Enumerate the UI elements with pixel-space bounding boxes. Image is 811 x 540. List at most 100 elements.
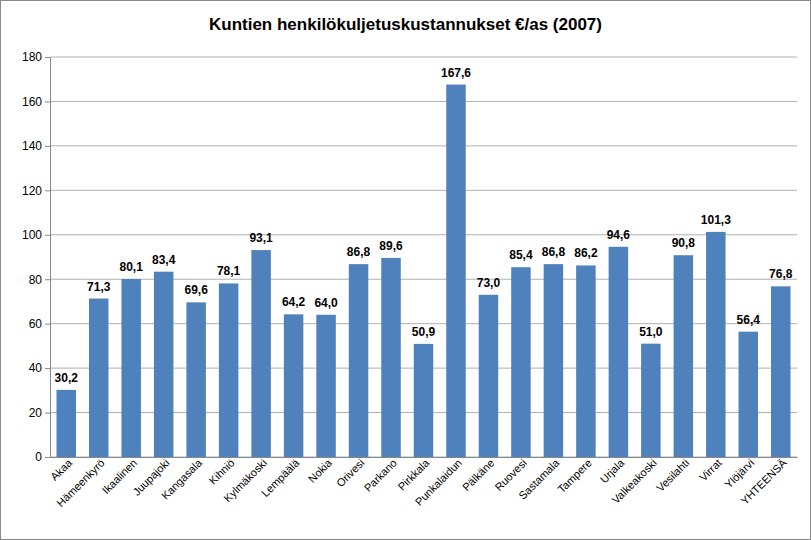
plot: 0 20 40 60 80 100 120 140 160 180 AkaaHämeenkyröIk…	[22, 50, 798, 509]
data-label: 93,1	[249, 231, 273, 245]
x-tick-label: Punkalaidun	[413, 457, 464, 508]
bar	[771, 286, 790, 457]
x-tick-label: Kangasala	[159, 456, 205, 502]
y-tick-label: 80	[29, 273, 43, 287]
x-tick: Kangasala	[159, 456, 205, 502]
y-tick: 120	[22, 184, 50, 198]
x-axis: AkaaHämeenkyröIkaalinenJuupajokiKangasal…	[48, 456, 797, 509]
y-tick-label: 160	[22, 95, 42, 109]
x-tick-label: Lempäälä	[259, 456, 302, 499]
x-tick-label: Sastamala	[516, 456, 562, 502]
data-label: 64,0	[314, 296, 338, 310]
y-tick-label: 140	[22, 139, 42, 153]
y-tick-mark	[45, 368, 50, 369]
bar	[219, 283, 238, 457]
y-tick: 140	[22, 139, 50, 153]
y-tick-label: 100	[22, 228, 42, 242]
bar	[349, 264, 368, 457]
data-label: 101,3	[701, 213, 731, 227]
data-label: 86,8	[347, 245, 371, 259]
bars	[56, 85, 790, 457]
grid-line	[50, 57, 797, 58]
x-tick: Tampere	[555, 457, 594, 496]
x-tick-label: YHTEENSÄ	[738, 456, 789, 507]
y-tick: 40	[29, 361, 50, 375]
bar	[511, 267, 530, 457]
y-tick: 80	[29, 273, 50, 287]
grid-line	[50, 101, 797, 102]
bar	[576, 265, 595, 457]
data-label: 69,6	[184, 283, 208, 297]
x-tick-label: Pälkäne	[460, 457, 497, 494]
bar	[544, 264, 563, 457]
x-tick: Virrat	[697, 457, 724, 484]
x-tick: YHTEENSÄ	[738, 456, 789, 507]
bar	[641, 344, 660, 457]
data-label: 80,1	[120, 260, 144, 274]
y-tick: 180	[22, 50, 50, 64]
x-tick: Kihniö	[207, 457, 237, 487]
bar	[89, 299, 108, 457]
chart-title: Kuntien henkilökuljetuskustannukset €/as…	[209, 15, 602, 34]
data-label: 56,4	[737, 313, 761, 327]
y-tick-label: 60	[29, 317, 43, 331]
grid-line	[50, 145, 797, 146]
x-tick-label: Virrat	[697, 457, 724, 484]
x-tick: Nokia	[306, 456, 335, 485]
y-tick-mark	[45, 57, 50, 58]
data-label: 76,8	[769, 267, 793, 281]
bar	[284, 314, 303, 457]
data-labels: 30,271,380,183,469,678,193,164,264,086,8…	[55, 66, 793, 385]
x-tick: Hämeenkyrö	[54, 457, 107, 510]
bar	[479, 295, 498, 457]
bar	[154, 272, 173, 457]
y-tick-label: 120	[22, 184, 42, 198]
chart-frame	[1, 1, 811, 540]
bar	[121, 279, 140, 457]
grid-line	[50, 234, 797, 235]
data-label: 78,1	[217, 264, 241, 278]
bar	[316, 315, 335, 457]
y-tick-mark	[45, 235, 50, 236]
y-tick-mark	[45, 146, 50, 147]
grid-line	[50, 190, 797, 191]
data-label: 51,0	[639, 325, 663, 339]
x-tick-label: Nokia	[306, 456, 335, 485]
data-label: 94,6	[607, 228, 631, 242]
data-label: 85,4	[509, 248, 533, 262]
bar	[251, 250, 270, 457]
x-tick: Punkalaidun	[413, 457, 464, 508]
y-tick: 100	[22, 228, 50, 242]
y-tick-mark	[45, 101, 50, 102]
bar	[381, 258, 400, 457]
grid	[50, 57, 797, 457]
y-tick: 60	[29, 317, 50, 331]
y-tick-label: 20	[29, 406, 43, 420]
x-tick-label: Valkeakoski	[609, 457, 658, 506]
x-tick-label: Kylmäkoski	[221, 457, 269, 505]
y-axis: 0 20 40 60 80 100 120 140 160 180	[22, 50, 51, 464]
y-tick: 0	[35, 450, 50, 464]
y-tick: 20	[29, 406, 50, 420]
y-tick-mark	[45, 413, 50, 414]
x-tick: Pälkäne	[460, 457, 497, 494]
data-label: 83,4	[152, 253, 176, 267]
bar	[56, 390, 75, 457]
data-label: 73,0	[477, 276, 501, 290]
bar	[446, 85, 465, 457]
bar	[414, 344, 433, 457]
y-tick-mark	[45, 190, 50, 191]
x-tick: Kylmäkoski	[221, 457, 269, 505]
x-tick-label: Vesilahti	[654, 457, 691, 494]
y-tick-mark	[45, 457, 50, 458]
y-tick-mark	[45, 279, 50, 280]
y-tick-mark	[45, 324, 50, 325]
x-tick: Sastamala	[516, 456, 562, 502]
data-label: 86,8	[542, 245, 566, 259]
y-tick-label: 0	[35, 450, 42, 464]
x-tick: Vesilahti	[654, 457, 691, 494]
bar	[706, 232, 725, 457]
x-tick: Akaa	[48, 456, 75, 483]
data-label: 89,6	[379, 239, 403, 253]
x-tick-label: Akaa	[48, 456, 75, 483]
